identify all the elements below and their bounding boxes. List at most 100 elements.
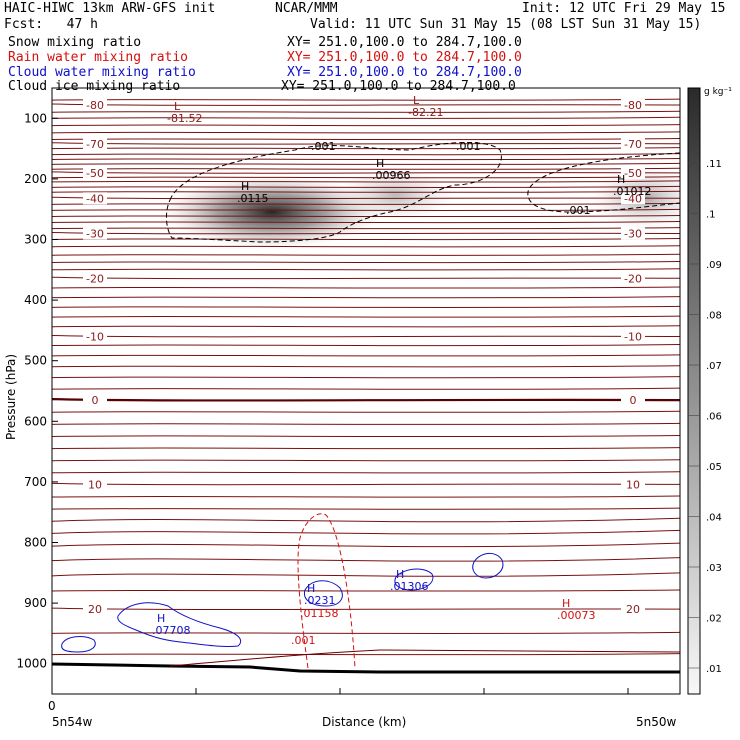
isotherm-line	[52, 376, 680, 379]
field-snow-xy: XY= 251.0,100.0 to 284.7,100.0	[287, 35, 522, 50]
isotherm-line	[52, 138, 680, 141]
snow-core-west	[162, 176, 382, 248]
isotherm-line	[52, 245, 680, 248]
isotherm-line	[52, 98, 680, 101]
valid-label: Valid: 11 UTC Sun 31 May 15 (08 LST Sun …	[310, 17, 702, 32]
isotherm-line	[52, 325, 680, 328]
cloud-water-contours	[61, 553, 504, 653]
colorbar-unit: g kg⁻¹	[704, 87, 732, 97]
isotherm-line-labeled	[52, 334, 680, 338]
colorbar: .01 .02 .03 .04 .05 .06 .07 .08 .09 .1 .11 g kg⁻¹	[687, 87, 732, 695]
isotherm-line	[52, 158, 680, 161]
isotherm-line	[52, 227, 680, 230]
temperature-contours: -80 -80 -70 -70 -50 -50 -40 -40 -30 -30 -20 -20 -10 -…	[52, 98, 680, 656]
isotherm-line	[52, 354, 680, 357]
isotherm-line-labeled	[52, 397, 680, 402]
isotherm-label: -80	[624, 99, 642, 112]
high-marker: H	[307, 582, 315, 595]
field-cloudice-label: Cloud ice mixing ratio	[8, 79, 181, 94]
isotherm-line	[52, 507, 680, 510]
colorbar-tick-label: .02	[706, 614, 722, 625]
isotherm-line	[52, 296, 680, 299]
low-marker: L	[413, 94, 420, 107]
isotherm-line	[52, 387, 680, 390]
contour-label: .001	[566, 204, 591, 217]
isotherm-label: -50	[86, 167, 104, 180]
isotherm-label: -20	[86, 272, 104, 285]
isotherm-line	[52, 180, 680, 183]
field-cloudwater-label: Cloud water mixing ratio	[8, 65, 196, 80]
y-tick-label: 700	[24, 475, 47, 489]
isotherm-line	[52, 471, 680, 474]
isotherm-line	[52, 542, 680, 548]
y-tick-label: 100	[24, 111, 47, 125]
isotherm-line	[52, 238, 680, 241]
cloud-ice-contours	[166, 142, 681, 243]
init-label: Init: 12 UTC Fri 29 May 15	[522, 1, 726, 16]
isotherm-label: -10	[624, 330, 642, 343]
isotherm-line	[52, 202, 680, 206]
high-marker: H	[241, 180, 249, 193]
field-rain-xy: XY= 251.0,100.0 to 284.7,100.0	[287, 50, 522, 65]
isotherm-label: -40	[624, 192, 642, 205]
surface-line	[51, 649, 681, 674]
rain-water-contour	[297, 513, 356, 669]
isotherm-line-labeled	[52, 171, 680, 174]
colorbar-tick-label: .09	[706, 260, 722, 271]
high-marker: H	[157, 612, 165, 625]
x-axis	[195, 688, 629, 694]
isotherm-line	[52, 190, 680, 193]
contour-label: .001	[311, 140, 336, 153]
contour-label: .01158	[300, 607, 339, 620]
colorbar-tick-label: .05	[706, 462, 722, 473]
isotherm-line	[52, 557, 680, 562]
isotherm-line	[52, 305, 680, 309]
colorbar-tick-label: .1	[706, 210, 716, 221]
y-tick-label: 300	[24, 233, 47, 247]
isotherm-line	[52, 434, 680, 438]
high-value: .01012	[613, 185, 652, 198]
isotherm-line	[52, 116, 680, 119]
isotherm-label: -70	[86, 138, 104, 151]
isotherm-line	[52, 495, 680, 498]
isotherm-line	[52, 167, 680, 170]
high-marker: H	[617, 173, 625, 186]
y-axis-title: Pressure (hPa)	[4, 354, 18, 440]
isotherm-label: -30	[86, 227, 104, 240]
high-value: .0231	[304, 594, 336, 607]
isotherm-line	[52, 253, 680, 256]
high-marker: H	[376, 157, 384, 170]
isotherm-line-labeled	[52, 231, 680, 235]
model-title: HAIC-HIWC 13km ARW-GFS init	[4, 1, 216, 16]
isotherm-label: -80	[86, 99, 104, 112]
high-value: .0115	[237, 192, 269, 205]
contour-label: .001	[291, 634, 316, 647]
high-marker: H	[562, 597, 570, 610]
isotherm-line	[52, 131, 680, 134]
isotherm-line-labeled	[52, 196, 680, 200]
isotherm-label: 10	[626, 478, 640, 491]
isotherm-line-labeled	[52, 103, 680, 106]
y-tick-label: 500	[24, 354, 47, 368]
isotherm-line	[52, 110, 680, 113]
field-cloudwater-xy: XY= 251.0,100.0 to 284.7,100.0	[287, 65, 522, 80]
isotherm-label: -30	[624, 227, 642, 240]
colorbar-tick-label: .07	[706, 361, 722, 372]
isotherm-line	[52, 572, 680, 577]
isotherm-line	[52, 422, 680, 425]
x-left-label: 5n54w	[52, 715, 93, 729]
low-value: -82.21	[408, 106, 443, 119]
isotherm-line	[52, 447, 680, 450]
isotherm-line	[52, 153, 680, 156]
isotherm-line	[52, 315, 680, 318]
colorbar-tick-label: .04	[706, 513, 722, 524]
isotherm-line	[52, 176, 680, 179]
y-tick-label: 900	[24, 596, 47, 610]
low-marker: L	[174, 100, 181, 113]
y-tick-label: 400	[24, 293, 47, 307]
colorbar-tick-label: .11	[706, 159, 722, 170]
field-rain-label: Rain water mixing ratio	[8, 50, 189, 65]
isotherm-label: -20	[624, 272, 642, 285]
isotherm-label: 10	[88, 478, 102, 491]
